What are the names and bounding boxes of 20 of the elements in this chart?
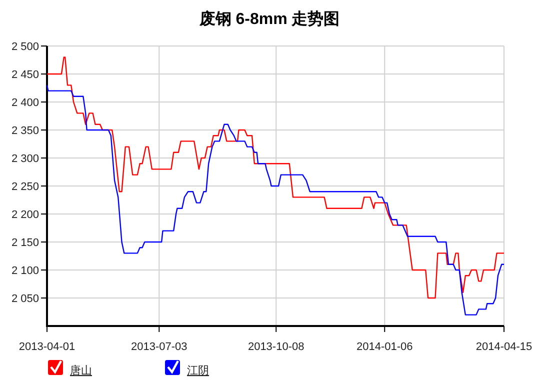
y-tick-label: 2 500 — [11, 41, 39, 53]
y-tick-label: 2 450 — [11, 69, 39, 81]
x-tick-label: 2014-04-15 — [476, 341, 532, 353]
chart-title: 废钢 6-8mm 走势图 — [198, 10, 340, 28]
x-tick-label: 2013-04-01 — [18, 341, 76, 353]
y-tick-label: 2 300 — [11, 153, 39, 165]
y-tick-label: 2 350 — [11, 125, 39, 137]
line-series — [46, 56, 505, 299]
x-tick-label: 2014-01-06 — [356, 341, 413, 353]
line-series — [46, 84, 505, 316]
y-tick-label: 2 250 — [11, 181, 39, 193]
y-tick-label: 2 400 — [11, 97, 39, 109]
y-tick-label: 2 150 — [11, 237, 39, 249]
y-tick-label: 2 200 — [11, 209, 39, 221]
y-tick-label: 2 050 — [11, 293, 39, 305]
y-tick-label: 2 100 — [11, 265, 39, 277]
legend-label: 江阴 — [187, 365, 209, 377]
legend-label: 唐山 — [70, 364, 92, 377]
x-tick-label: 2013-07-03 — [131, 341, 188, 353]
x-tick-label: 2013-10-08 — [248, 341, 304, 353]
